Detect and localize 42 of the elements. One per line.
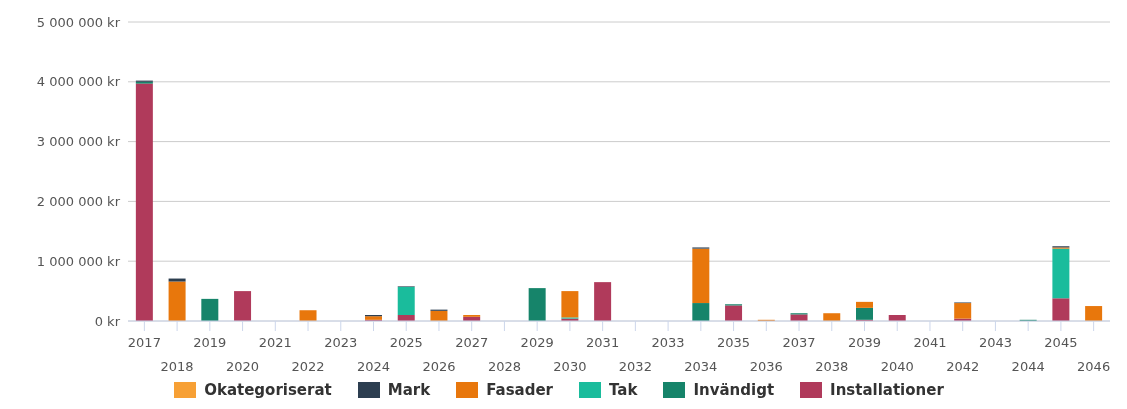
x-tick-label: 2027 — [455, 335, 489, 350]
x-tick-label: 2019 — [193, 335, 227, 350]
x-tick-label: 2018 — [160, 359, 194, 374]
y-tick-label: 4 000 000 kr — [36, 74, 121, 90]
legend-label: Tak — [608, 381, 638, 399]
x-tick-label: 2028 — [487, 359, 521, 374]
x-tick-label: 2037 — [782, 335, 816, 350]
legend-label: Okategoriserat — [203, 381, 332, 399]
x-tick-label: 2025 — [389, 335, 423, 350]
x-tick-label: 2022 — [291, 359, 325, 374]
x-tick-label: 2026 — [422, 359, 456, 374]
y-tick-label: 2 000 000 kr — [36, 194, 121, 210]
legend-label: Installationer — [829, 381, 944, 399]
x-tick-label: 2041 — [913, 335, 947, 350]
legend-label: Mark — [386, 381, 431, 399]
x-tick-label: 2039 — [847, 335, 882, 350]
x-tick-label: 2045 — [1044, 335, 1078, 350]
x-tick-label: 2033 — [651, 335, 685, 350]
x-tick-label: 2021 — [258, 335, 292, 350]
legend-label: Fasader — [485, 381, 554, 399]
y-tick-label: 3 000 000 kr — [36, 134, 121, 150]
x-tick-label: 2030 — [553, 359, 587, 374]
y-tick-label: 5 000 000 kr — [36, 14, 121, 30]
x-tick-label: 2046 — [1077, 359, 1111, 374]
x-tick-label: 2038 — [815, 359, 849, 374]
x-tick-label: 2040 — [880, 359, 914, 374]
x-tick-label: 2034 — [684, 359, 718, 374]
x-tick-label: 2023 — [324, 335, 358, 350]
x-tick-label: 2029 — [520, 335, 554, 350]
y-tick-label: 1 000 000 kr — [36, 253, 121, 269]
x-tick-label: 2044 — [1011, 359, 1045, 374]
x-tick-label: 2035 — [717, 335, 751, 350]
x-tick-label: 2036 — [749, 359, 783, 374]
x-tick-label: 2020 — [226, 359, 260, 374]
x-tick-label: 2031 — [586, 335, 620, 350]
y-tick-label: 0 kr — [94, 313, 121, 329]
legend-label: Invändigt — [692, 381, 775, 399]
x-tick-label: 2017 — [127, 335, 161, 350]
x-tick-label: 2024 — [356, 359, 391, 374]
x-tick-label: 2032 — [618, 359, 652, 374]
x-tick-label: 2042 — [946, 359, 980, 374]
x-tick-label: 2043 — [978, 335, 1012, 350]
